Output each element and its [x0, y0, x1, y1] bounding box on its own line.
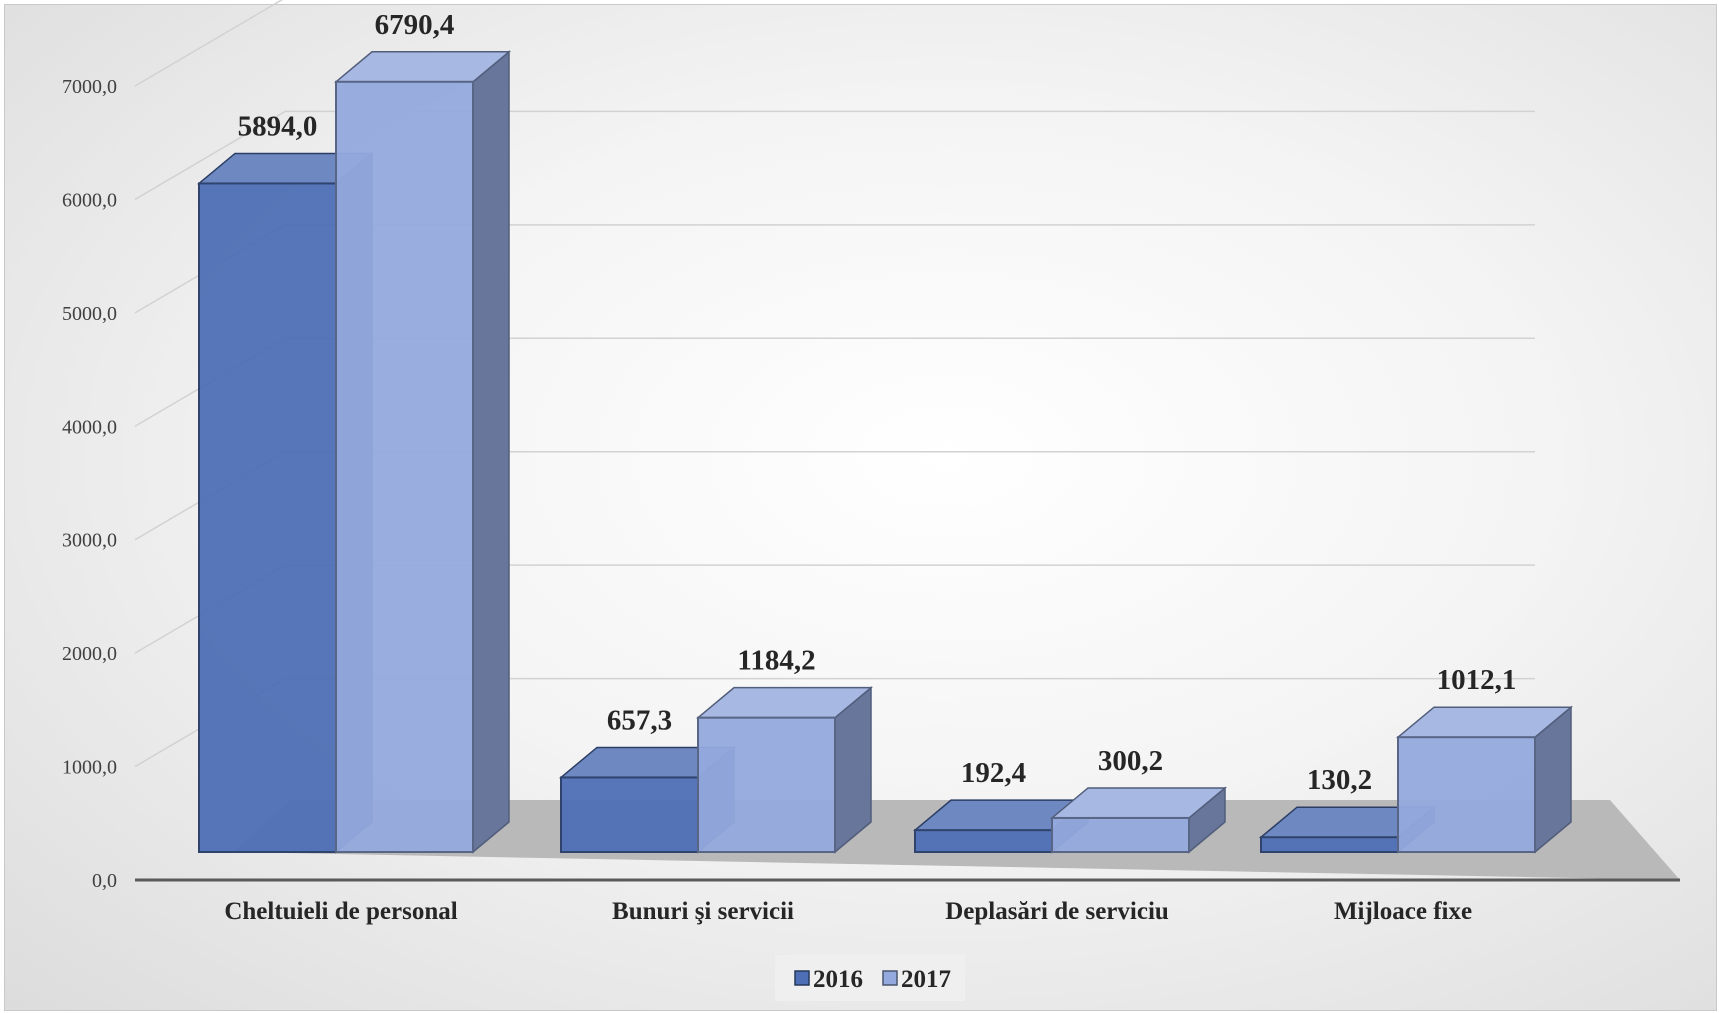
data-label-2016-3: 192,4 [961, 757, 1026, 789]
y-tick-label: 7000,0 [62, 76, 117, 98]
data-label-2016-2: 657,3 [607, 704, 672, 736]
y-tick-label: 2000,0 [62, 643, 117, 665]
legend-label-2017: 2017 [901, 966, 951, 993]
y-tick-label: 0,0 [92, 870, 117, 892]
data-label-2016-1: 5894,0 [238, 110, 318, 142]
data-label-2017-2: 1184,2 [737, 645, 815, 677]
data-label-2017-4: 1012,1 [1437, 664, 1517, 696]
y-tick-label: 6000,0 [62, 189, 117, 211]
gridline [134, 110, 1535, 201]
bar-2017-1 [333, 50, 512, 854]
legend-swatch-2016 [794, 970, 810, 986]
y-tick-label: 4000,0 [62, 416, 117, 438]
data-label-2017-1: 6790,4 [375, 9, 455, 41]
y-tick-label: 3000,0 [62, 530, 117, 552]
x-category-label: Mijloace fixe [1334, 898, 1472, 925]
bar-2017-3 [1049, 786, 1228, 854]
data-label-2017-3: 300,2 [1098, 745, 1163, 777]
gridline [134, 0, 284, 87]
x-category-label: Cheltuieli de personal [224, 898, 457, 925]
x-category-label: Deplasări de serviciu [945, 898, 1169, 925]
bar-2017-2 [695, 686, 874, 854]
legend-label-2016: 2016 [813, 966, 863, 993]
legend: 2016 2017 [775, 955, 965, 1001]
bars [196, 50, 1574, 854]
data-label-2016-4: 130,2 [1307, 764, 1372, 796]
bar-2017-4 [1395, 705, 1574, 854]
x-category-label: Bunuri şi servicii [612, 898, 794, 925]
y-tick-label: 5000,0 [62, 303, 117, 325]
legend-swatch-2017 [882, 970, 898, 986]
y-tick-label: 1000,0 [62, 757, 117, 779]
